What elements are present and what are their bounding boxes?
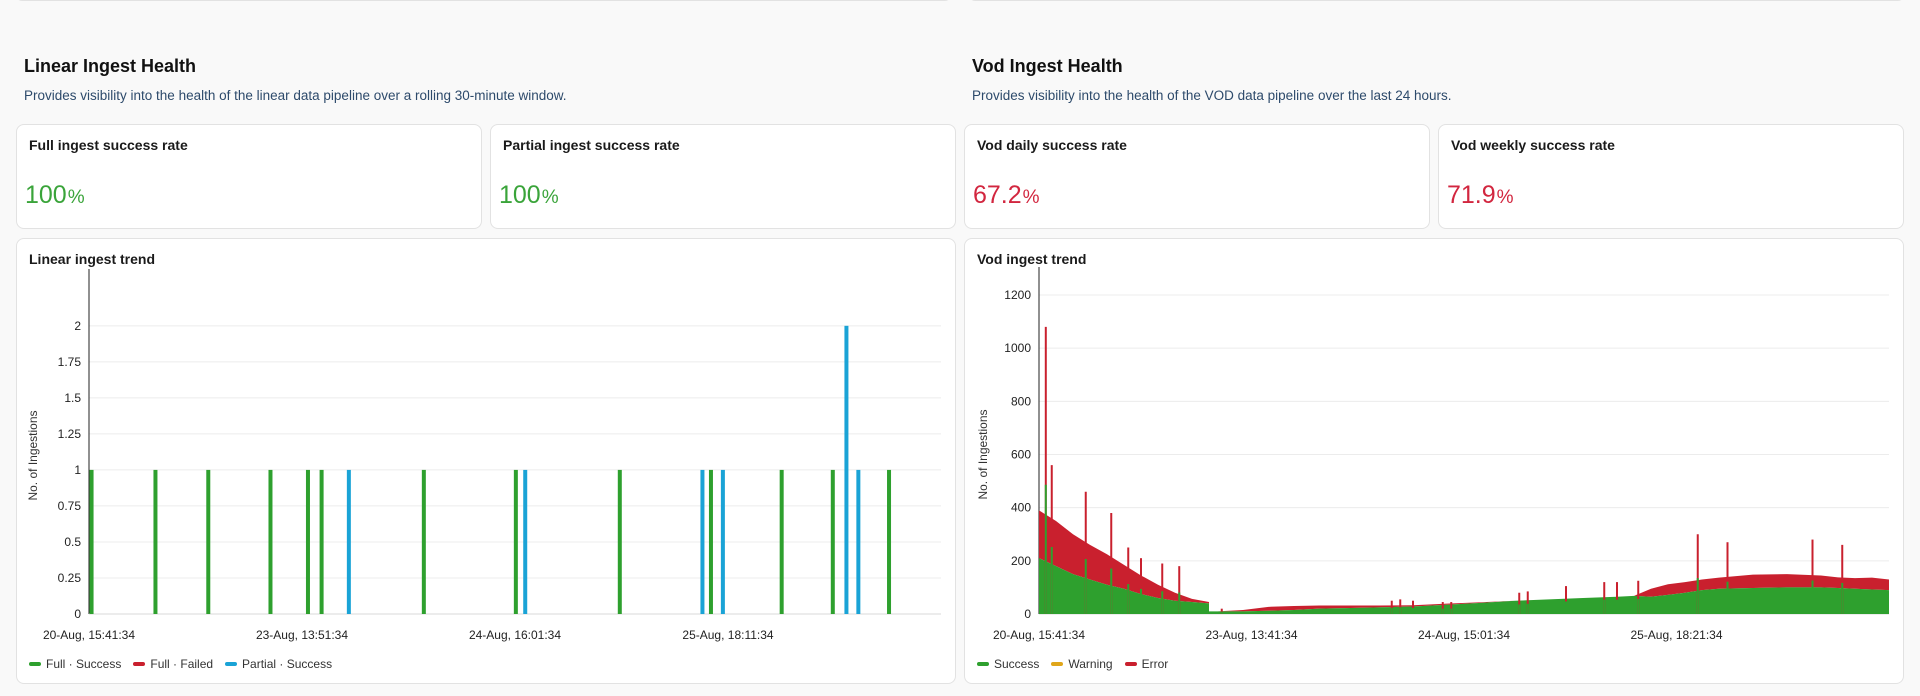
vod-chart-legend: Success Warning Error [977, 657, 1168, 671]
x-tick-label: 24-Aug, 15:01:34 [1418, 628, 1510, 642]
y-tick-label: 0.5 [64, 535, 81, 549]
linear-section-description: Provides visibility into the health of t… [24, 88, 567, 103]
bar [206, 469, 211, 614]
linear-chart-legend: Full · Success Full · Failed Partial · S… [29, 657, 332, 671]
y-axis-label: No. of Ingestions [976, 409, 990, 499]
y-tick-label: 1.5 [64, 391, 81, 405]
legend-swatch [29, 662, 41, 666]
bar [830, 469, 835, 614]
stat-value: 67.2% [973, 181, 1040, 210]
stat-unit: % [1022, 187, 1040, 208]
previous-card-bottom-left [16, 0, 951, 1]
stat-number: 100 [25, 181, 67, 209]
stat-value: 100% [499, 181, 559, 210]
legend-item-full-failed[interactable]: Full · Failed [133, 657, 213, 671]
stat-label: Partial ingest success rate [503, 137, 680, 153]
chart-title: Linear ingest trend [29, 251, 156, 267]
legend-label: Full · Failed [150, 657, 214, 671]
stat-unit: % [1496, 187, 1514, 208]
vod-daily-success-card: Vod daily success rate 67.2% [964, 124, 1430, 229]
stat-number: 71.9 [1447, 181, 1496, 209]
full-ingest-success-card: Full ingest success rate 100% [16, 124, 482, 229]
vod-ingest-chart[interactable]: 0 200 400 600 800 1000 1200 20-Aug, 15:41:34 23-… [965, 239, 1905, 685]
y-tick-label: 1 [74, 463, 81, 477]
y-tick-label: 200 [1011, 554, 1031, 568]
x-tick-label: 24-Aug, 16:01:34 [469, 628, 561, 642]
vod-section-description: Provides visibility into the health of t… [972, 88, 1452, 103]
success-area [1039, 558, 1889, 614]
legend-label: Full · Success [46, 657, 122, 671]
bar [319, 469, 324, 614]
bar [305, 469, 310, 614]
y-tick-label: 0.25 [58, 571, 82, 585]
legend-label: Warning [1068, 657, 1113, 671]
bar [779, 469, 784, 614]
x-tick-label: 25-Aug, 18:21:34 [1630, 628, 1722, 642]
legend-label: Success [994, 657, 1040, 671]
bar [268, 469, 273, 614]
y-tick-label: 600 [1011, 448, 1031, 462]
stat-value: 71.9% [1447, 181, 1514, 210]
y-tick-label: 0 [1024, 607, 1031, 621]
x-tick-label: 20-Aug, 15:41:34 [43, 628, 135, 642]
legend-item-full-success[interactable]: Full · Success [29, 657, 121, 671]
legend-item-partial-success[interactable]: Partial · Success [225, 657, 332, 671]
y-tick-label: 2 [74, 319, 81, 333]
legend-label: Partial · Success [242, 657, 333, 671]
legend-swatch [225, 662, 238, 666]
x-tick-label: 20-Aug, 15:41:34 [993, 628, 1085, 642]
bar [720, 469, 725, 614]
y-tick-label: 1200 [1004, 288, 1031, 302]
bar [153, 469, 158, 614]
vod-weekly-success-card: Vod weekly success rate 71.9% [1438, 124, 1904, 229]
linear-section-title: Linear Ingest Health [24, 56, 197, 76]
bar [844, 325, 849, 614]
x-tick-label: 25-Aug, 18:11:34 [682, 628, 774, 642]
legend-item-success[interactable]: Success [977, 657, 1039, 671]
partial-ingest-success-card: Partial ingest success rate 100% [490, 124, 956, 229]
bar [617, 469, 622, 614]
y-tick-label: 1.25 [58, 427, 82, 441]
bar [708, 469, 713, 614]
vod-section-title: Vod Ingest Health [972, 56, 1123, 76]
bar [346, 469, 351, 614]
vod-trend-card: Vod ingest trend 0 200 400 600 800 1000 1200 20… [964, 238, 1904, 684]
bar [513, 469, 518, 614]
legend-swatch [1051, 662, 1064, 666]
linear-ingest-chart[interactable]: 0 0.25 0.5 0.75 1 1.25 1.5 1.75 2 20-Aug, 15:41:3… [17, 239, 957, 685]
stat-value: 100% [25, 181, 85, 210]
legend-swatch [133, 662, 146, 666]
y-tick-label: 400 [1011, 501, 1031, 515]
y-tick-label: 0 [74, 607, 81, 621]
y-tick-label: 1.75 [58, 355, 82, 369]
bar [700, 469, 705, 614]
x-tick-label: 23-Aug, 13:41:34 [1205, 628, 1297, 642]
stat-label: Full ingest success rate [29, 137, 188, 153]
stat-number: 100 [499, 181, 541, 209]
bar [887, 469, 892, 614]
legend-swatch [1124, 662, 1137, 666]
linear-trend-card: Linear ingest trend 0 0.25 0.5 0.75 1 1.25 1.5… [16, 238, 956, 684]
stat-unit: % [541, 187, 559, 208]
bar [856, 469, 861, 614]
legend-item-warning[interactable]: Warning [1051, 657, 1113, 671]
bar [421, 469, 426, 614]
legend-item-error[interactable]: Error [1124, 657, 1169, 671]
bar [89, 469, 94, 614]
y-axis-label: No. of Ingestions [26, 410, 40, 500]
chart-title: Vod ingest trend [977, 251, 1087, 267]
legend-label: Error [1141, 657, 1169, 671]
bar [523, 469, 528, 614]
legend-swatch [977, 662, 989, 666]
stat-unit: % [67, 187, 85, 208]
error-area [1039, 510, 1889, 612]
previous-card-bottom-right [969, 0, 1904, 1]
stat-number: 67.2 [973, 181, 1022, 209]
x-tick-label: 23-Aug, 13:51:34 [256, 628, 348, 642]
y-tick-label: 1000 [1004, 341, 1031, 355]
y-tick-label: 800 [1011, 394, 1031, 408]
y-tick-label: 0.75 [58, 499, 82, 513]
stat-label: Vod weekly success rate [1451, 137, 1615, 153]
stat-label: Vod daily success rate [977, 137, 1127, 153]
